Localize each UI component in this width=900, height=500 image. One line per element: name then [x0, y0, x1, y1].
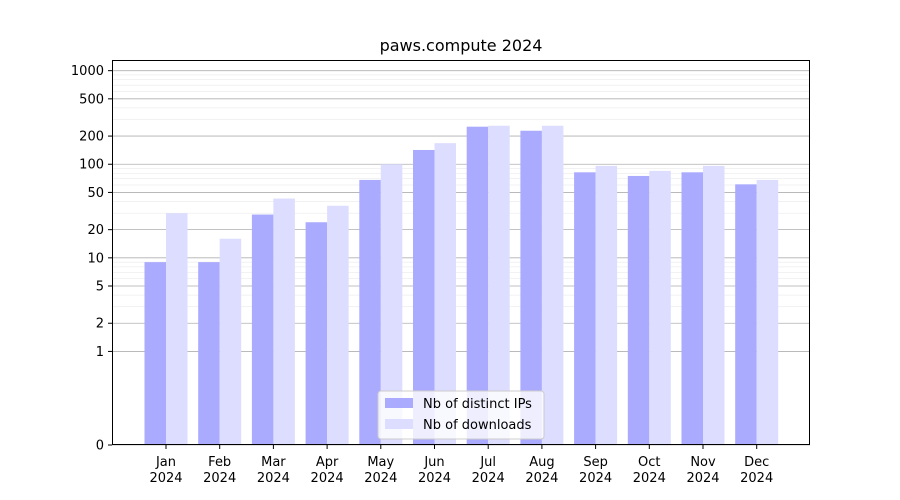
y-tick-label: 20 — [87, 223, 104, 238]
x-tick-label-month: May — [367, 455, 394, 470]
x-tick-label-year: 2024 — [257, 471, 290, 486]
x-tick-label-month: Feb — [208, 455, 231, 470]
bar-downloads — [327, 205, 349, 445]
x-tick-label-month: Oct — [638, 455, 660, 470]
bar-downloads — [166, 213, 188, 445]
y-tick-label: 200 — [79, 130, 104, 145]
x-tick-label-month: Apr — [316, 455, 339, 470]
y-tick-label: 0 — [96, 439, 104, 454]
bar-distinct-ips — [413, 149, 435, 445]
x-tick-label-month: Jun — [423, 455, 444, 470]
x-tick-label-year: 2024 — [686, 471, 719, 486]
x-tick-label-month: Mar — [261, 455, 286, 470]
bar-downloads — [595, 165, 618, 445]
bar-downloads — [434, 143, 456, 445]
legend: Nb of distinct IPs Nb of downloads — [377, 390, 545, 440]
x-tick-label-month: Aug — [529, 455, 554, 470]
bar-downloads — [541, 125, 564, 445]
bar-downloads — [219, 238, 242, 445]
bar-downloads — [380, 164, 403, 445]
bar-distinct-ips — [305, 222, 328, 445]
legend-label: Nb of downloads — [423, 418, 532, 433]
y-tick-label: 5 — [96, 280, 104, 295]
x-tick-label-year: 2024 — [203, 471, 236, 486]
x-tick-label-year: 2024 — [740, 471, 773, 486]
y-tick-label: 500 — [79, 92, 104, 107]
legend-swatch — [385, 398, 413, 408]
bar-distinct-ips — [681, 172, 703, 446]
bar-downloads — [649, 170, 671, 446]
legend-swatch — [385, 419, 413, 429]
plot-frame — [112, 60, 810, 445]
bar-downloads — [703, 165, 725, 445]
bar-distinct-ips — [520, 130, 542, 445]
y-tick-label: 50 — [87, 186, 104, 201]
y-tick-label: 2 — [96, 317, 104, 332]
chart-title: paws.compute 2024 — [380, 36, 543, 55]
x-axis: Jan2024Feb2024Mar2024Apr2024May2024Jun20… — [149, 445, 773, 486]
y-tick-label: 10 — [87, 251, 104, 266]
x-tick-label-year: 2024 — [472, 471, 505, 486]
bar-distinct-ips — [627, 175, 650, 445]
bar-distinct-ips — [574, 172, 596, 446]
bar-distinct-ips — [466, 126, 489, 445]
y-tick-label: 100 — [79, 158, 104, 173]
x-tick-label-month: Dec — [744, 455, 769, 470]
x-tick-label-month: Nov — [690, 455, 716, 470]
bar-distinct-ips — [144, 262, 166, 445]
bar-distinct-ips — [735, 184, 757, 445]
bar-distinct-ips — [198, 262, 220, 445]
x-tick-label-year: 2024 — [364, 471, 397, 486]
y-tick-label: 1000 — [71, 64, 104, 79]
legend-label: Nb of distinct IPs — [423, 397, 532, 412]
x-tick-label-year: 2024 — [311, 471, 344, 486]
bar-distinct-ips — [359, 179, 381, 445]
bar-downloads — [756, 179, 779, 445]
x-tick-label-month: Sep — [583, 455, 608, 470]
x-tick-label-year: 2024 — [579, 471, 612, 486]
y-tick-label: 1 — [96, 345, 104, 360]
bars — [144, 125, 779, 446]
x-tick-label-year: 2024 — [633, 471, 666, 486]
bar-downloads — [488, 125, 510, 445]
bar-downloads — [273, 198, 295, 445]
x-tick-label-year: 2024 — [525, 471, 558, 486]
x-tick-label-month: Jul — [479, 455, 496, 470]
x-tick-label-year: 2024 — [418, 471, 451, 486]
x-tick-label-year: 2024 — [149, 471, 182, 486]
y-axis: 0 1 2 5 10 20 50 100 200 500 1000 — [71, 64, 112, 454]
bar-distinct-ips — [251, 214, 274, 445]
legend-box — [377, 390, 545, 440]
x-tick-label-month: Jan — [155, 455, 176, 470]
